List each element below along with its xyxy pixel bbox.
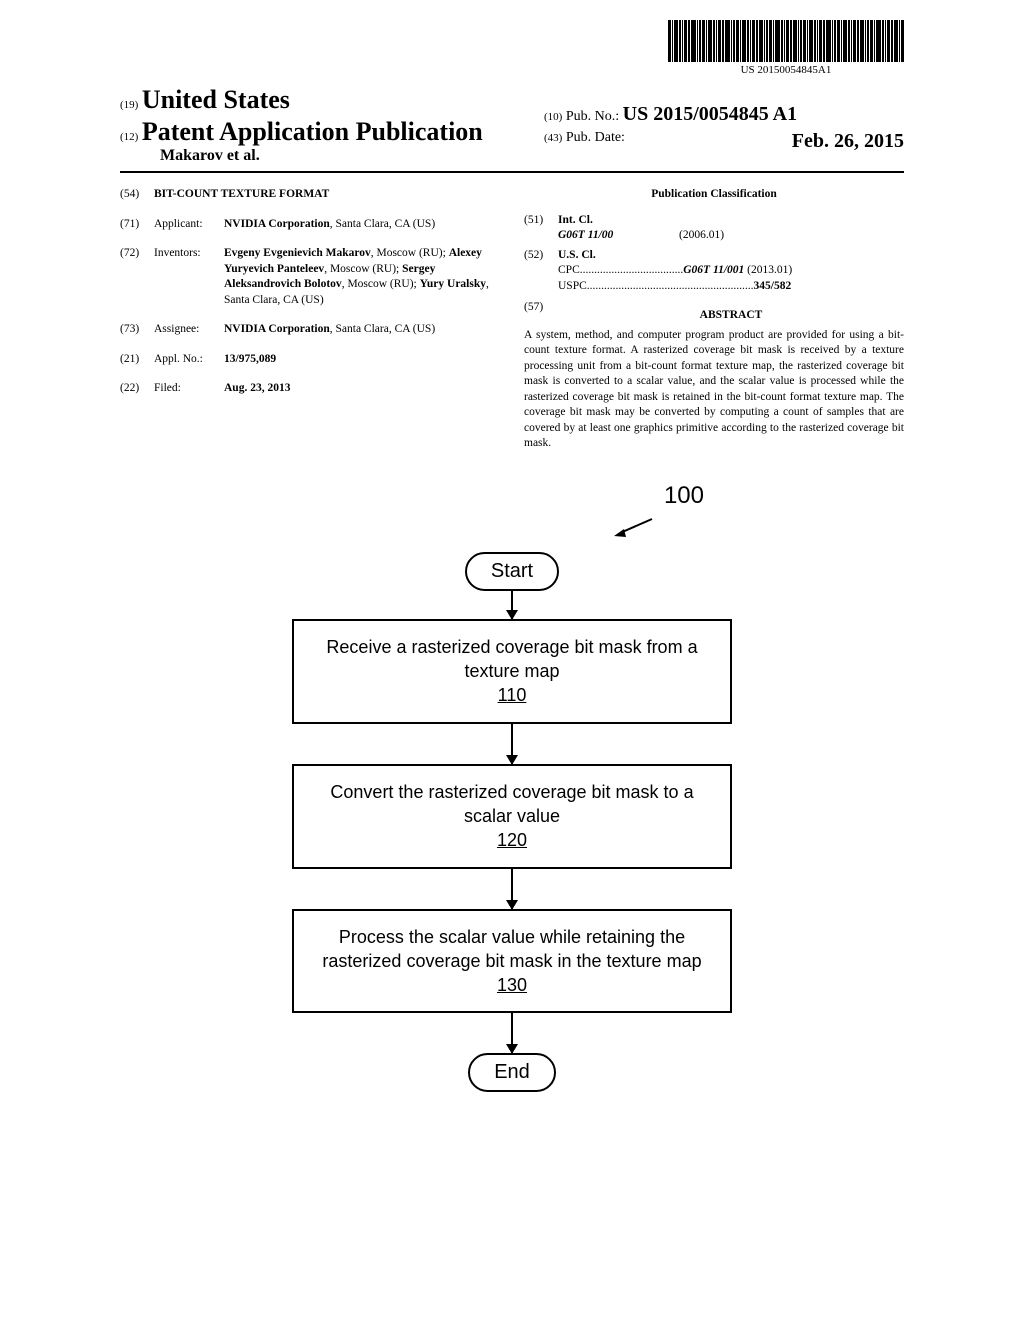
abstract-text: A system, method, and computer program p… xyxy=(524,328,904,452)
flowchart-box-130: Process the scalar value while retaining… xyxy=(292,909,732,1014)
applicant-label: Applicant: xyxy=(154,217,224,233)
code-72: (72) xyxy=(120,246,154,308)
code-22: (22) xyxy=(120,381,154,397)
left-column: (54) BIT-COUNT TEXTURE FORMAT (71) Appli… xyxy=(120,187,500,452)
code-73: (73) xyxy=(120,322,154,338)
flowchart-end: End xyxy=(468,1053,556,1092)
cpc-date: (2013.01) xyxy=(744,264,792,276)
invention-title: BIT-COUNT TEXTURE FORMAT xyxy=(154,187,500,203)
publication-type: Patent Application Publication xyxy=(142,117,483,146)
publication-number: US 2015/0054845 A1 xyxy=(623,103,797,125)
intcl-class: G06T 11/00 xyxy=(558,229,613,241)
pubno-label: Pub. No.: xyxy=(566,109,619,124)
applicant-value: NVIDIA Corporation, Santa Clara, CA (US) xyxy=(224,217,500,233)
abstract-title: ABSTRACT xyxy=(558,308,904,324)
box-120-text: Convert the rasterized coverage bit mask… xyxy=(312,780,712,829)
applicant-loc: , Santa Clara, CA (US) xyxy=(330,218,435,230)
arrowhead-icon xyxy=(506,1044,518,1054)
assignee-name: NVIDIA Corporation xyxy=(224,323,330,335)
box-130-text: Process the scalar value while retaining… xyxy=(312,925,712,974)
assignee-label: Assignee: xyxy=(154,322,224,338)
application-number: 13/975,089 xyxy=(224,352,500,368)
box-110-number: 110 xyxy=(312,683,712,707)
applno-label: Appl. No.: xyxy=(154,352,224,368)
code-10: (10) xyxy=(544,111,562,123)
code-71: (71) xyxy=(120,217,154,233)
biblio-columns: (54) BIT-COUNT TEXTURE FORMAT (71) Appli… xyxy=(120,187,904,452)
arrowhead-icon xyxy=(506,900,518,910)
code-19: (19) xyxy=(120,99,138,111)
code-43: (43) xyxy=(544,132,562,144)
intcl-label: Int. Cl. xyxy=(558,213,904,229)
flowchart-start: Start xyxy=(465,552,559,591)
filed-label: Filed: xyxy=(154,381,224,397)
uspc-dots: ........................................… xyxy=(587,279,754,295)
code-21: (21) xyxy=(120,352,154,368)
box-130-number: 130 xyxy=(312,973,712,997)
code-52: (52) xyxy=(524,248,558,295)
box-110-text: Receive a rasterized coverage bit mask f… xyxy=(312,635,712,684)
intcl-date: (2006.01) xyxy=(679,229,724,241)
country: United States xyxy=(142,85,290,114)
connector xyxy=(511,591,513,619)
inventors-value: Evgeny Evgenievich Makarov, Moscow (RU);… xyxy=(224,246,500,308)
inventor-3-loc: , Moscow (RU); xyxy=(342,278,420,290)
flowchart-label-100: 100 xyxy=(664,482,704,510)
cpc-value: G06T 11/001 xyxy=(683,264,744,276)
publication-date: Feb. 26, 2015 xyxy=(792,130,904,153)
barcode-area: US 20150054845A1 xyxy=(668,20,904,76)
uscl-label: U.S. Cl. xyxy=(558,248,904,264)
inventor-1: Evgeny Evgenievich Makarov xyxy=(224,247,371,259)
pubdate-label: Pub. Date: xyxy=(566,130,625,145)
arrowhead-icon xyxy=(506,610,518,620)
inventor-1-loc: , Moscow (RU); xyxy=(371,247,449,259)
header-divider xyxy=(120,171,904,173)
inventors-label: Inventors: xyxy=(154,246,224,308)
filed-date: Aug. 23, 2013 xyxy=(224,381,500,397)
flowchart-arrow-100 xyxy=(614,517,654,537)
connector xyxy=(511,1013,513,1053)
flowchart-box-120: Convert the rasterized coverage bit mask… xyxy=(292,764,732,869)
arrowhead-icon xyxy=(506,755,518,765)
barcode xyxy=(668,20,904,62)
code-54: (54) xyxy=(120,187,154,203)
applicant-name: NVIDIA Corporation xyxy=(224,218,330,230)
box-120-number: 120 xyxy=(312,828,712,852)
cpc-label: CPC xyxy=(558,264,580,276)
flowchart-box-110: Receive a rasterized coverage bit mask f… xyxy=(292,619,732,724)
code-57: (57) xyxy=(524,300,558,328)
publication-classification-title: Publication Classification xyxy=(524,187,904,203)
assignee-value: NVIDIA Corporation, Santa Clara, CA (US) xyxy=(224,322,500,338)
barcode-number: US 20150054845A1 xyxy=(668,64,904,76)
uspc-value: 345/582 xyxy=(754,280,792,292)
cpc-dots: .................................... xyxy=(580,263,684,279)
assignee-loc: , Santa Clara, CA (US) xyxy=(330,323,435,335)
inventor-4: Yury Uralsky xyxy=(420,278,486,290)
code-12: (12) xyxy=(120,131,138,143)
inventor-2-loc: , Moscow (RU); xyxy=(324,263,402,275)
flowchart-100: 100 Start Receive a rasterized coverage … xyxy=(120,482,904,1102)
connector xyxy=(511,869,513,909)
uspc-label: USPC xyxy=(558,280,587,292)
right-column: Publication Classification (51) Int. Cl.… xyxy=(524,187,904,452)
connector xyxy=(511,724,513,764)
code-51: (51) xyxy=(524,213,558,244)
header-right: (10) Pub. No.: US 2015/0054845 A1 (43) P… xyxy=(544,103,904,153)
